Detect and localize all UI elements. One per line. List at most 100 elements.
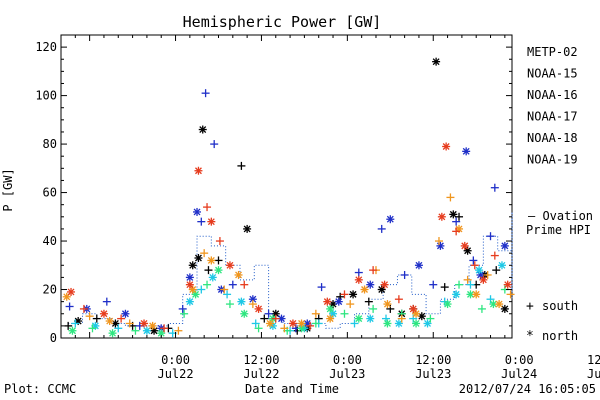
y-tick-label: 40 <box>43 234 57 248</box>
metp-02-north-point <box>194 254 203 263</box>
noaa-17-south-point <box>131 326 140 335</box>
ovation-legend-line2: Prime HPI <box>526 223 591 237</box>
noaa-15-south-point <box>264 309 273 318</box>
noaa-18-north-point <box>207 256 216 265</box>
noaa-18-north-point <box>105 317 114 326</box>
noaa-17-north-point <box>443 300 452 309</box>
noaa-19-north-point <box>380 280 389 289</box>
y-tick-label: 80 <box>43 137 57 151</box>
noaa-18-south-point <box>346 300 355 309</box>
noaa-18-south-point <box>397 314 406 323</box>
noaa-15-south-point <box>490 183 499 192</box>
noaa-15-north-point <box>386 215 395 224</box>
metp-02-south-point <box>204 266 213 275</box>
noaa-19-south-point <box>271 314 280 323</box>
noaa-19-south-point <box>452 227 461 236</box>
x-tick-date-label: Jul23 <box>329 367 365 381</box>
x-tick-date-label: Jul22 <box>157 367 193 381</box>
legend-entry: NOAA-15 <box>527 67 578 81</box>
legend-entry: NOAA-18 <box>527 131 578 145</box>
y-tick-label: 120 <box>35 40 57 54</box>
noaa-19-north-point <box>323 297 332 306</box>
noaa-18-north-point <box>297 319 306 328</box>
noaa-17-north-point <box>354 314 363 323</box>
y-tick-label: 60 <box>43 186 57 200</box>
noaa-19-north-point <box>479 275 488 284</box>
noaa-18-north-point <box>472 290 481 299</box>
y-axis-label: P [GW] <box>1 168 15 211</box>
noaa-16-north-point <box>497 261 506 270</box>
noaa-17-north-point <box>240 309 249 318</box>
noaa-17-south-point <box>203 280 212 289</box>
x-tick-date-label: Jul24 <box>501 367 537 381</box>
noaa-19-north-point <box>288 319 297 328</box>
noaa-17-south-point <box>180 309 189 318</box>
noaa-17-south-point <box>88 324 97 333</box>
ovation-legend-line1: — Ovation <box>528 209 593 223</box>
noaa-16-south-point <box>466 280 475 289</box>
plot-frame <box>60 34 513 339</box>
noaa-19-north-point <box>185 280 194 289</box>
noaa-17-south-point <box>477 304 486 313</box>
noaa-18-south-point <box>446 193 455 202</box>
noaa-15-north-point <box>462 147 471 156</box>
noaa-18-north-point <box>360 285 369 294</box>
x-tick-time-label: 12:00 <box>587 353 600 367</box>
y-axis: 0 20 40 60 80 100 120 <box>35 34 512 345</box>
noaa-16-south-point <box>251 319 260 328</box>
noaa-17-south-point <box>311 319 320 328</box>
metp-02-south-point <box>260 314 269 323</box>
noaa-17-north-point <box>326 304 335 313</box>
noaa-15-south-point <box>197 217 206 226</box>
x-axis-label: Date and Time <box>245 382 339 396</box>
noaa-16-south-point <box>197 285 206 294</box>
x-tick-time-label: 12:00 <box>415 353 451 367</box>
chart-title: Hemispheric Power [GW] <box>183 13 382 31</box>
noaa-19-south-point <box>369 266 378 275</box>
noaa-18-north-point <box>495 300 504 309</box>
noaa-15-south-point <box>486 232 495 241</box>
noaa-18-north-point <box>148 321 157 330</box>
marker-legend: + south * north <box>526 299 578 344</box>
noaa-19-north-point <box>437 212 446 221</box>
metp-02-north-point <box>243 224 252 233</box>
marker-legend-symbol: + <box>526 299 534 314</box>
noaa-15-south-point <box>210 140 219 149</box>
x-tick-date-label: Jul23 <box>415 367 451 381</box>
legend-entry: NOAA-19 <box>527 153 578 167</box>
noaa-16-south-point <box>71 319 80 328</box>
metp-02-north-point <box>349 290 358 299</box>
x-tick-time-label: 12:00 <box>243 353 279 367</box>
x-tick-time-label: 0:00 <box>333 353 362 367</box>
noaa-19-north-point <box>442 142 451 151</box>
noaa-19-south-point <box>79 304 88 313</box>
noaa-19-south-point <box>490 251 499 260</box>
metp-02-south-point <box>455 212 464 221</box>
noaa-15-south-point <box>65 302 74 311</box>
metp-02-south-point <box>92 314 101 323</box>
x-axis: 0:00Jul2212:00Jul220:00Jul2312:00Jul230:… <box>60 35 600 381</box>
noaa-19-south-point <box>470 261 479 270</box>
footer-plot-credit: Plot: CCMC <box>4 382 76 396</box>
x-tick-time-label: 0:00 <box>161 353 190 367</box>
noaa-15-north-point <box>366 280 375 289</box>
y-tick-label: 100 <box>35 89 57 103</box>
noaa-15-south-point <box>178 304 187 313</box>
noaa-18-north-point <box>234 270 243 279</box>
metp-02-south-point <box>64 321 73 330</box>
noaa-16-north-point <box>208 273 217 282</box>
noaa-17-north-point <box>214 266 223 275</box>
metp-02-south-point <box>440 283 449 292</box>
noaa-16-north-point <box>366 314 375 323</box>
noaa-17-south-point <box>455 280 464 289</box>
noaa-18-south-point <box>200 249 209 258</box>
noaa-17-south-point <box>426 314 435 323</box>
marker-legend-label: north <box>542 329 578 343</box>
noaa-19-north-point <box>503 280 512 289</box>
noaa-17-north-point <box>68 326 77 335</box>
noaa-19-south-point <box>306 321 315 330</box>
noaa-19-north-point <box>225 261 234 270</box>
noaa-16-north-point <box>394 319 403 328</box>
noaa-17-north-point <box>191 290 200 299</box>
